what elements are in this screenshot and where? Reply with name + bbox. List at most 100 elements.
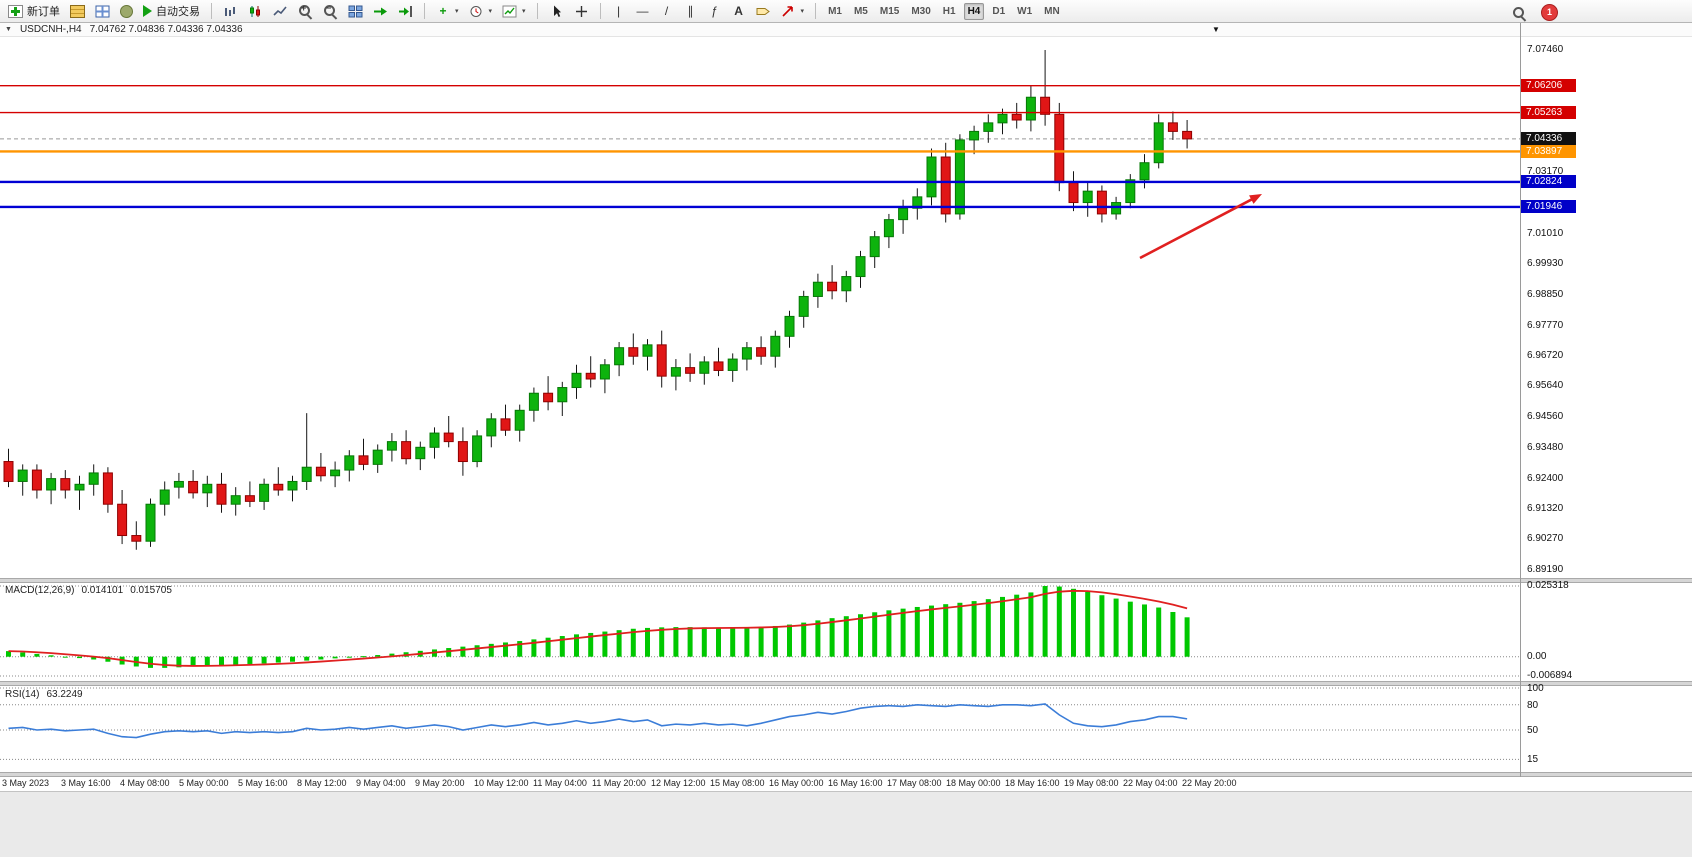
price-tag: 7.05263 (1521, 106, 1576, 120)
text-label-tool[interactable] (752, 2, 775, 21)
trendline-icon: / (664, 4, 669, 18)
timeframe-mn[interactable]: MN (1040, 3, 1064, 20)
panel-separator[interactable] (0, 772, 1692, 777)
macd-bar (730, 627, 736, 657)
macd-bar (758, 626, 764, 657)
vertical-line-icon: | (616, 4, 621, 18)
bear-candle (1182, 130, 1193, 140)
macd-bar (716, 627, 721, 657)
timeframe-w1[interactable]: W1 (1013, 3, 1036, 20)
bull-candle (954, 139, 965, 215)
bear-candle (117, 503, 128, 537)
new-order-button[interactable]: 新订单 (4, 2, 64, 21)
bear-candle (60, 478, 71, 491)
price-tag: 7.01946 (1521, 200, 1576, 214)
timeframe-m15[interactable]: M15 (876, 3, 903, 20)
bear-candle (443, 432, 454, 443)
bull-candle (145, 503, 156, 542)
bar-chart-button[interactable] (219, 2, 242, 21)
auto-scroll-button[interactable] (369, 2, 392, 21)
notification-badge[interactable]: 1 (1541, 4, 1558, 21)
time-axis-label: 11 May 20:00 (592, 778, 646, 788)
macd-bar (929, 605, 934, 657)
chevron-down-icon: ▾ (800, 8, 805, 15)
timeframe-m1[interactable]: M1 (824, 3, 846, 20)
time-axis-label: 16 May 16:00 (828, 778, 883, 788)
trend-arrow-line[interactable] (1139, 195, 1258, 260)
timeframe-m5[interactable]: M5 (850, 3, 872, 20)
bear-candle (273, 483, 284, 491)
bull-candle (486, 418, 497, 437)
macd-bar (247, 656, 253, 664)
market-watch-button[interactable] (66, 2, 89, 21)
bear-candle (585, 372, 596, 380)
periods-dropdown[interactable]: ▾ (465, 2, 497, 21)
fibonacci-tool[interactable]: ƒ (704, 2, 726, 21)
zoom-out-button[interactable]: − (319, 2, 342, 21)
search-icon[interactable] (1512, 6, 1527, 20)
shapes-dropdown[interactable]: ▾ (777, 2, 809, 21)
macd-bar (91, 656, 97, 660)
time-axis-label: 17 May 08:00 (887, 778, 942, 788)
candlestick-chart-button[interactable] (244, 2, 267, 21)
collapse-icon[interactable]: ▼ (5, 26, 12, 33)
time-axis-label: 3 May 16:00 (61, 778, 111, 788)
timeframe-m30[interactable]: M30 (907, 3, 934, 20)
bull-candle (898, 207, 909, 221)
horizontal-line-tool[interactable]: — (632, 2, 654, 21)
autotrading-button[interactable]: 自动交易 (139, 2, 204, 21)
bull-candle (415, 446, 426, 460)
channel-tool[interactable]: ∥ (680, 2, 702, 21)
bull-candle (798, 295, 809, 317)
chevron-down-icon: ▾ (522, 8, 526, 15)
charts-button[interactable] (91, 2, 114, 21)
indicators-dropdown[interactable]: + ▾ (432, 2, 463, 21)
arrow-shape-icon (781, 5, 793, 17)
bear-candle (500, 418, 511, 431)
bear-candle (1011, 113, 1022, 121)
panel-separator[interactable] (0, 578, 1692, 583)
vertical-line-tool[interactable]: | (608, 2, 630, 21)
bull-candle (869, 236, 880, 258)
bear-candle (131, 535, 142, 542)
trendline-tool[interactable]: / (656, 2, 678, 21)
new-order-label: 新订单 (27, 6, 60, 18)
plus-sign: + (301, 3, 307, 13)
bear-candle (31, 469, 42, 491)
cursor-button[interactable] (545, 2, 568, 21)
chart-shift-button[interactable] (394, 2, 417, 21)
price-axis-label: 7.03170 (1527, 166, 1564, 178)
macd-bar (616, 630, 622, 657)
timeframe-h4[interactable]: H4 (963, 2, 985, 20)
timeframe-d1[interactable]: D1 (988, 3, 1009, 20)
macd-bar (332, 656, 338, 659)
macd-bar (318, 656, 324, 660)
line-chart-button[interactable] (269, 2, 292, 21)
navigator-button[interactable] (116, 2, 137, 21)
bull-candle (642, 344, 653, 357)
rsi-line (8, 703, 1188, 739)
macd-bar (62, 656, 68, 658)
macd-bar (517, 641, 523, 657)
trend-arrow-head[interactable] (1249, 194, 1262, 204)
crosshair-button[interactable] (570, 2, 593, 21)
bull-candle (429, 432, 440, 448)
bear-candle (685, 367, 696, 374)
macd-bar (531, 639, 537, 657)
toolbar: 新订单 自动交易 + − (0, 0, 1692, 23)
text-tool[interactable]: A (728, 2, 750, 21)
templates-dropdown[interactable]: ▾ (498, 2, 530, 21)
rsi-scale-label: 15 (1527, 754, 1539, 766)
macd-bar (474, 645, 480, 657)
macd-bar (34, 653, 40, 657)
bull-candle (969, 130, 980, 141)
tile-windows-button[interactable] (344, 2, 367, 21)
price-tag: 7.03897 (1521, 144, 1576, 158)
bull-candle (17, 469, 28, 482)
panel-separator[interactable] (0, 681, 1692, 686)
macd-signal-line (8, 589, 1188, 667)
bear-candle (401, 441, 412, 460)
zoom-in-button[interactable]: + (294, 2, 317, 21)
timeframe-h1[interactable]: H1 (939, 3, 960, 20)
bear-candle (543, 392, 554, 403)
